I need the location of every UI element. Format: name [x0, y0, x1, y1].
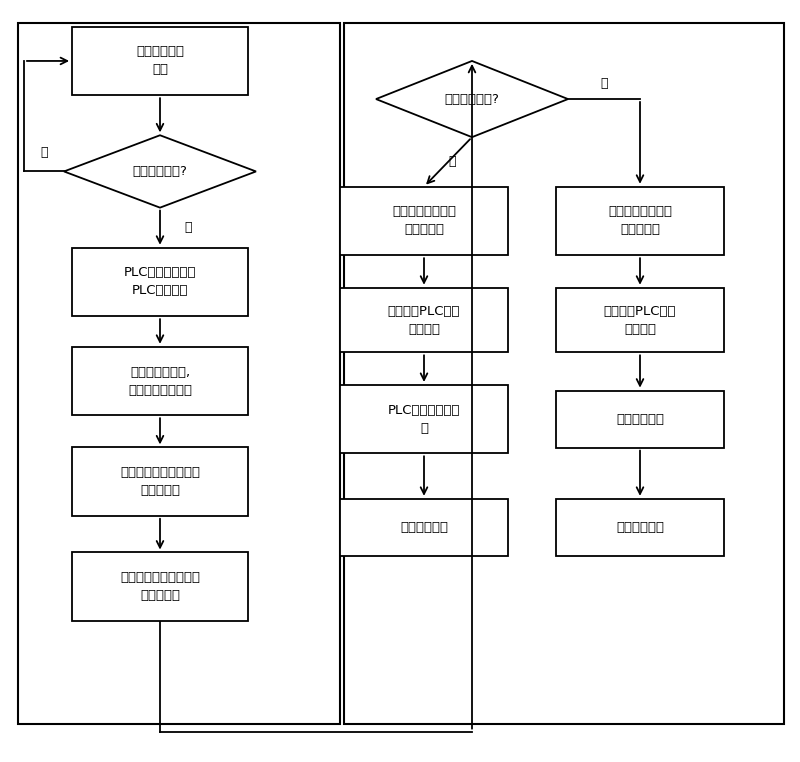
Text: 通讯卡向PLC发送
放行信号: 通讯卡向PLC发送 放行信号 — [388, 305, 460, 335]
Bar — [72, 248, 248, 316]
Bar — [340, 288, 508, 352]
Bar — [556, 390, 724, 447]
Text: 功率是否超规?: 功率是否超规? — [445, 92, 499, 106]
Bar — [18, 23, 340, 724]
Text: 否: 否 — [40, 146, 48, 159]
Bar — [340, 385, 508, 453]
Text: 计算机向通讯卡发
送放行信号: 计算机向通讯卡发 送放行信号 — [392, 206, 456, 236]
Bar — [340, 187, 508, 255]
Text: 显示设备出站: 显示设备出站 — [400, 520, 448, 534]
Text: PLC被触发，发送
PLC触发信号: PLC被触发，发送 PLC触发信号 — [124, 267, 196, 297]
Text: 等待显示设备
到站: 等待显示设备 到站 — [136, 46, 184, 76]
Bar — [340, 498, 508, 556]
Text: PLC闭合阻挡器开
关: PLC闭合阻挡器开 关 — [388, 404, 460, 434]
Bar — [344, 23, 784, 724]
Bar — [72, 347, 248, 415]
Bar — [72, 552, 248, 621]
Text: 通讯卡触发并口,
发送并口触发信号: 通讯卡触发并口, 发送并口触发信号 — [128, 366, 192, 396]
Text: 阻挡器不动作: 阻挡器不动作 — [616, 412, 664, 426]
Polygon shape — [376, 61, 568, 137]
Text: 通讯卡向PLC发送
拒绝信号: 通讯卡向PLC发送 拒绝信号 — [604, 305, 676, 335]
Bar — [72, 27, 248, 95]
Bar — [556, 498, 724, 556]
Text: 否: 否 — [600, 77, 608, 91]
Text: 是: 是 — [184, 221, 192, 234]
Text: 计算机从功率计读取测
得的功率值: 计算机从功率计读取测 得的功率值 — [120, 572, 200, 602]
Text: 计算机向通讯卡发
送拒绝信号: 计算机向通讯卡发 送拒绝信号 — [608, 206, 672, 236]
Polygon shape — [64, 136, 256, 207]
Text: 是: 是 — [448, 155, 456, 168]
Bar — [556, 187, 724, 255]
Bar — [556, 288, 724, 352]
Text: 计算机向功率计发送检
测功率命令: 计算机向功率计发送检 测功率命令 — [120, 466, 200, 497]
Text: 显示设备到站?: 显示设备到站? — [133, 165, 187, 178]
Text: 显示设备卡站: 显示设备卡站 — [616, 520, 664, 534]
Bar — [72, 447, 248, 516]
